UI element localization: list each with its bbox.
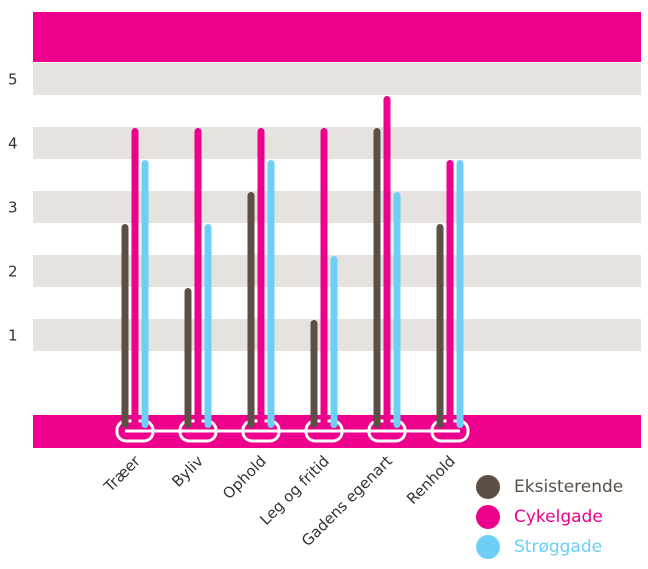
bar (267, 160, 275, 428)
grid-stripe (33, 127, 641, 159)
bar (184, 288, 192, 428)
bar (310, 320, 318, 428)
legend-marker (476, 535, 500, 559)
bar (131, 128, 139, 428)
bar (383, 96, 391, 428)
y-tick-label: 4 (8, 135, 18, 153)
bar-connectors (115, 419, 470, 443)
y-tick-label: 1 (8, 327, 18, 345)
y-tick-label: 2 (8, 263, 18, 281)
legend-label: Cykelgade (514, 507, 603, 527)
bar (373, 128, 381, 428)
bar (446, 160, 454, 428)
x-tick-label: Træer (100, 452, 145, 497)
legend-marker (476, 505, 500, 529)
bar (330, 256, 338, 428)
legend-marker (476, 475, 500, 499)
bar (257, 128, 265, 428)
x-tick-label: Byliv (168, 452, 207, 491)
top-band (33, 12, 641, 62)
bar (204, 224, 212, 428)
bar (121, 224, 129, 428)
bar (456, 160, 464, 428)
legend: Eksisterende Cykelgade Strøggade (476, 475, 623, 559)
bar (247, 192, 255, 428)
bar (320, 128, 328, 428)
y-tick-label: 5 (8, 71, 18, 89)
legend-label: Eksisterende (514, 477, 623, 497)
bar (393, 192, 401, 428)
y-tick-label: 3 (8, 199, 18, 217)
x-tick-label: Renhold (403, 452, 459, 508)
grid-stripe (33, 191, 641, 223)
grid-stripe (33, 63, 641, 95)
y-axis-ticks: 1 2 3 4 5 (8, 71, 18, 345)
x-tick-label: Ophold (219, 452, 270, 503)
bar (436, 224, 444, 428)
bar (141, 160, 149, 428)
bar (194, 128, 202, 428)
bars (121, 96, 464, 428)
legend-label: Strøggade (514, 537, 602, 557)
